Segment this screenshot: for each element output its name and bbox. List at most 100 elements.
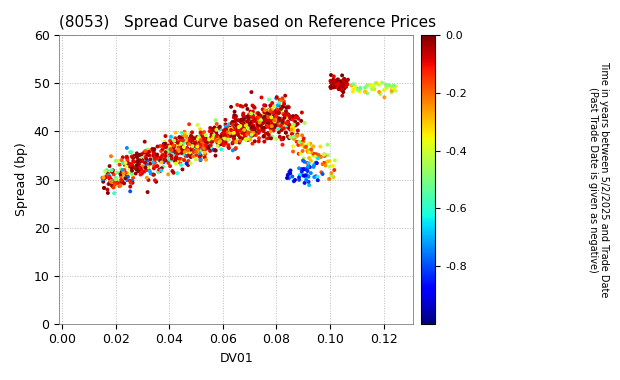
Point bbox=[99, 179, 108, 185]
Point bbox=[331, 84, 341, 90]
Point bbox=[219, 132, 229, 138]
Point bbox=[221, 131, 231, 138]
Point bbox=[200, 138, 210, 144]
Point bbox=[249, 115, 259, 121]
Point bbox=[169, 142, 179, 149]
Point bbox=[195, 138, 205, 144]
Point bbox=[283, 124, 293, 130]
Point bbox=[169, 147, 179, 154]
Point bbox=[173, 142, 183, 148]
Point bbox=[204, 136, 214, 142]
Point bbox=[136, 166, 146, 172]
Point bbox=[244, 112, 254, 118]
Point bbox=[192, 136, 202, 142]
Point bbox=[179, 144, 189, 150]
Point bbox=[236, 127, 246, 133]
Point bbox=[151, 179, 161, 185]
Point bbox=[167, 168, 177, 174]
Point bbox=[170, 143, 180, 149]
Point bbox=[149, 152, 159, 158]
Point bbox=[277, 136, 286, 142]
Point bbox=[281, 108, 291, 114]
Point bbox=[265, 124, 275, 130]
Point bbox=[355, 88, 365, 94]
Point bbox=[264, 111, 274, 117]
Point bbox=[128, 163, 138, 169]
Point bbox=[223, 136, 233, 142]
Point bbox=[339, 84, 348, 90]
Point bbox=[149, 154, 159, 160]
Point bbox=[390, 83, 400, 89]
Point bbox=[161, 153, 171, 159]
Point bbox=[264, 130, 273, 136]
Point bbox=[228, 125, 238, 131]
Point bbox=[108, 168, 118, 174]
Point bbox=[136, 158, 146, 164]
Point bbox=[159, 156, 169, 162]
Point bbox=[221, 117, 231, 123]
Point bbox=[303, 146, 312, 152]
Point bbox=[255, 120, 265, 126]
Point bbox=[177, 147, 187, 153]
Point bbox=[239, 113, 249, 119]
Point bbox=[270, 115, 280, 121]
Point bbox=[310, 154, 320, 160]
Point bbox=[125, 166, 135, 172]
Point bbox=[100, 175, 110, 181]
Point bbox=[303, 168, 312, 174]
Point bbox=[278, 120, 288, 126]
Point bbox=[185, 160, 195, 166]
Point bbox=[202, 142, 212, 148]
Point bbox=[329, 83, 339, 89]
Point bbox=[304, 149, 314, 155]
Point bbox=[254, 119, 264, 125]
Point bbox=[329, 167, 339, 173]
Point bbox=[102, 173, 112, 179]
Point bbox=[255, 122, 265, 128]
Point bbox=[311, 173, 321, 179]
Point bbox=[284, 175, 294, 181]
Point bbox=[195, 126, 205, 132]
Point bbox=[154, 166, 164, 173]
Point bbox=[122, 177, 132, 183]
Point bbox=[255, 115, 265, 121]
Point bbox=[277, 108, 286, 114]
Point bbox=[297, 141, 307, 147]
Point bbox=[213, 134, 223, 140]
Point bbox=[246, 131, 256, 137]
Point bbox=[224, 124, 234, 130]
Point bbox=[287, 131, 297, 137]
Point bbox=[212, 121, 222, 127]
Point bbox=[229, 122, 239, 128]
Point bbox=[237, 121, 247, 127]
Point bbox=[382, 84, 392, 90]
Point bbox=[166, 139, 176, 146]
Point bbox=[167, 155, 177, 162]
Point bbox=[249, 116, 259, 122]
Point bbox=[319, 152, 329, 158]
Point bbox=[192, 143, 202, 149]
Point bbox=[362, 82, 372, 89]
Point bbox=[264, 107, 274, 113]
Point bbox=[152, 155, 162, 162]
Point bbox=[112, 177, 122, 184]
Point bbox=[201, 136, 211, 142]
Point bbox=[241, 102, 251, 108]
Point bbox=[163, 171, 173, 177]
Point bbox=[261, 131, 271, 137]
Point bbox=[268, 109, 278, 116]
Point bbox=[167, 146, 177, 152]
Point bbox=[234, 127, 244, 133]
Point bbox=[184, 158, 193, 164]
Point bbox=[203, 139, 213, 145]
Point bbox=[264, 122, 274, 128]
Point bbox=[166, 154, 176, 160]
Point bbox=[185, 141, 195, 147]
Point bbox=[185, 135, 195, 141]
Point bbox=[161, 141, 171, 147]
Point bbox=[278, 103, 288, 109]
Point bbox=[148, 148, 158, 154]
Point bbox=[148, 171, 157, 177]
Point bbox=[107, 167, 117, 173]
Point bbox=[270, 111, 280, 117]
